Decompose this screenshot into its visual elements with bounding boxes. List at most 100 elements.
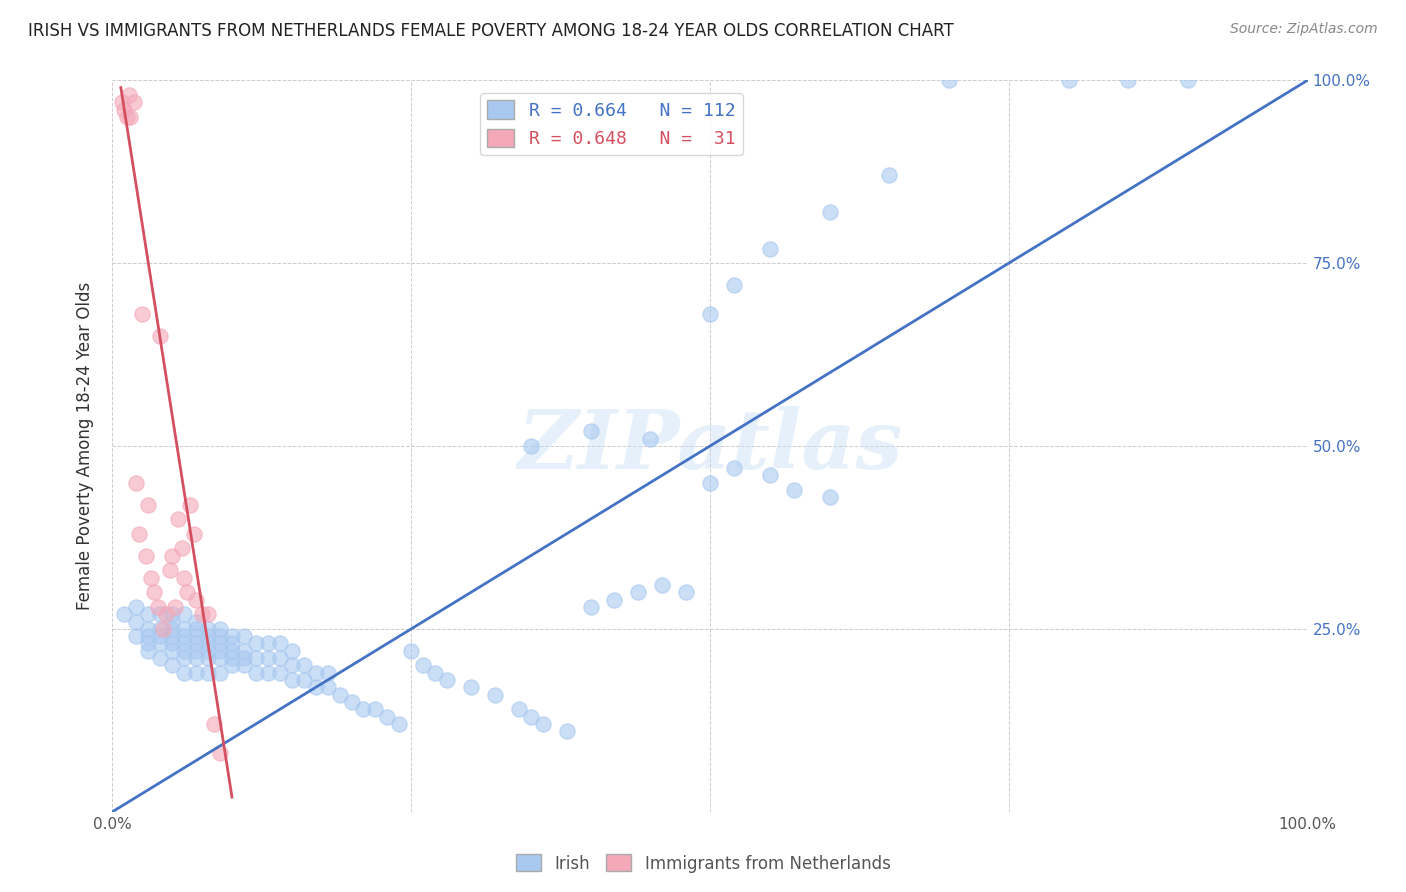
- Point: [162, 549, 183, 563]
- Point: [167, 512, 190, 526]
- Point: [281, 658, 304, 673]
- Point: [125, 615, 148, 629]
- Point: [146, 599, 169, 614]
- Point: [484, 688, 506, 702]
- Point: [520, 709, 543, 723]
- Point: [138, 629, 160, 643]
- Point: [143, 585, 166, 599]
- Point: [316, 665, 339, 680]
- Point: [221, 651, 243, 665]
- Point: [162, 622, 183, 636]
- Point: [152, 622, 174, 636]
- Point: [162, 615, 183, 629]
- Point: [149, 329, 172, 343]
- Point: [651, 578, 673, 592]
- Point: [209, 644, 232, 658]
- Legend: Irish, Immigrants from Netherlands: Irish, Immigrants from Netherlands: [509, 847, 897, 880]
- Point: [138, 622, 160, 636]
- Point: [531, 717, 554, 731]
- Point: [879, 169, 901, 183]
- Point: [723, 278, 745, 293]
- Point: [197, 629, 219, 643]
- Point: [675, 585, 697, 599]
- Point: [401, 644, 423, 658]
- Point: [340, 695, 363, 709]
- Point: [292, 658, 315, 673]
- Point: [173, 607, 195, 622]
- Point: [183, 526, 205, 541]
- Point: [436, 673, 458, 687]
- Point: [186, 636, 208, 650]
- Point: [186, 622, 208, 636]
- Point: [233, 658, 256, 673]
- Point: [128, 526, 150, 541]
- Point: [179, 498, 201, 512]
- Point: [759, 468, 782, 483]
- Text: IRISH VS IMMIGRANTS FROM NETHERLANDS FEMALE POVERTY AMONG 18-24 YEAR OLDS CORREL: IRISH VS IMMIGRANTS FROM NETHERLANDS FEM…: [28, 22, 953, 40]
- Legend: R = 0.664   N = 112, R = 0.648   N =  31: R = 0.664 N = 112, R = 0.648 N = 31: [479, 93, 742, 155]
- Point: [818, 205, 841, 219]
- Point: [197, 636, 219, 650]
- Point: [723, 461, 745, 475]
- Point: [412, 658, 434, 673]
- Point: [149, 607, 172, 622]
- Point: [155, 607, 177, 622]
- Point: [269, 636, 291, 650]
- Point: [699, 307, 721, 321]
- Y-axis label: Female Poverty Among 18-24 Year Olds: Female Poverty Among 18-24 Year Olds: [76, 282, 94, 610]
- Point: [111, 95, 134, 110]
- Point: [149, 651, 172, 665]
- Text: ZIPatlas: ZIPatlas: [517, 406, 903, 486]
- Point: [305, 665, 328, 680]
- Point: [329, 688, 352, 702]
- Point: [603, 592, 626, 607]
- Point: [209, 629, 232, 643]
- Point: [257, 665, 280, 680]
- Point: [139, 571, 162, 585]
- Point: [186, 665, 208, 680]
- Point: [221, 636, 243, 650]
- Point: [173, 629, 195, 643]
- Point: [118, 87, 141, 102]
- Point: [221, 658, 243, 673]
- Point: [508, 702, 530, 716]
- Point: [1177, 73, 1199, 87]
- Point: [221, 644, 243, 658]
- Point: [125, 599, 148, 614]
- Point: [186, 615, 208, 629]
- Point: [138, 636, 160, 650]
- Point: [782, 483, 804, 497]
- Point: [209, 636, 232, 650]
- Point: [281, 644, 304, 658]
- Point: [627, 585, 650, 599]
- Point: [579, 599, 602, 614]
- Point: [233, 629, 256, 643]
- Point: [699, 475, 721, 490]
- Point: [759, 242, 782, 256]
- Point: [520, 439, 543, 453]
- Point: [131, 307, 153, 321]
- Point: [114, 103, 135, 117]
- Text: Source: ZipAtlas.com: Source: ZipAtlas.com: [1230, 22, 1378, 37]
- Point: [555, 724, 578, 739]
- Point: [162, 607, 183, 622]
- Point: [209, 746, 232, 760]
- Point: [191, 607, 214, 622]
- Point: [173, 665, 195, 680]
- Point: [197, 651, 219, 665]
- Point: [173, 644, 195, 658]
- Point: [115, 110, 138, 124]
- Point: [149, 636, 172, 650]
- Point: [197, 622, 219, 636]
- Point: [149, 629, 172, 643]
- Point: [209, 622, 232, 636]
- Point: [173, 622, 195, 636]
- Point: [173, 571, 195, 585]
- Point: [186, 651, 208, 665]
- Point: [122, 95, 145, 110]
- Point: [460, 681, 482, 695]
- Point: [197, 607, 219, 622]
- Point: [186, 644, 208, 658]
- Point: [1118, 73, 1140, 87]
- Point: [579, 425, 602, 439]
